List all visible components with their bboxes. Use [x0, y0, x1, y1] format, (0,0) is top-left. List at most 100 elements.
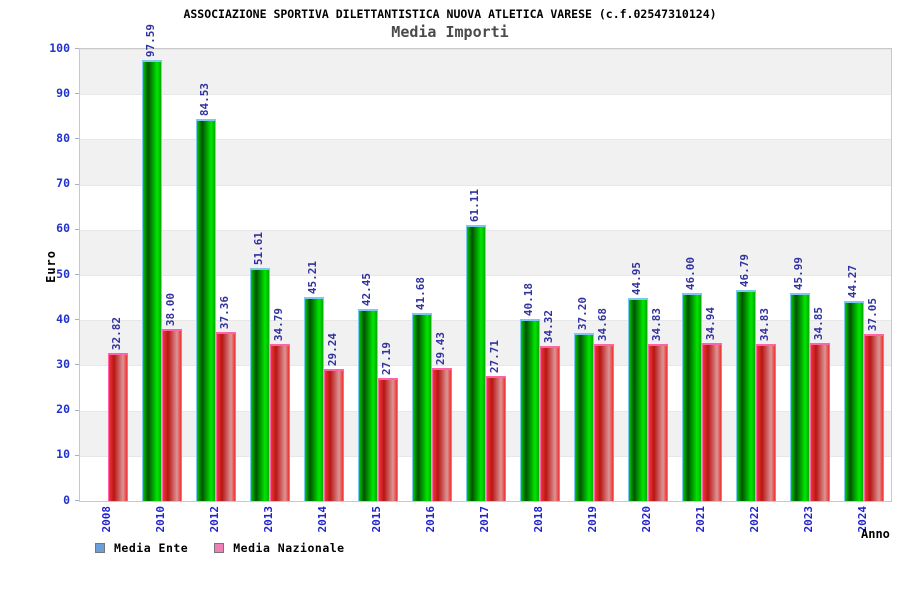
x-tick-label: 2022 [747, 506, 761, 533]
bar-value-label: 37.36 [217, 295, 231, 329]
x-tick-label: 2020 [639, 506, 653, 533]
bar-media-ente [411, 313, 432, 501]
x-tick-label: 2017 [477, 506, 491, 533]
bar-media-nazionale [323, 369, 344, 501]
y-axis-tick [75, 454, 79, 456]
x-axis-label: Anno [861, 527, 890, 541]
gridline [80, 49, 891, 50]
gridline [80, 139, 891, 141]
y-tick-label: 90 [56, 85, 70, 100]
y-axis-tick [75, 228, 79, 230]
x-tick-label: 2019 [585, 506, 599, 533]
bar-media-ente [843, 301, 864, 501]
bar-value-label: 34.83 [757, 307, 771, 341]
bar-media-nazionale [755, 344, 776, 501]
bar-value-label: 34.94 [703, 306, 717, 340]
bar-value-label: 34.32 [541, 309, 555, 343]
x-tick-label: 2013 [261, 506, 275, 533]
y-axis-tick [75, 183, 79, 185]
legend-swatch-media-nazionale-icon [214, 543, 225, 553]
bar-value-label: 34.68 [595, 307, 609, 341]
bar-media-nazionale [647, 344, 668, 501]
legend-swatch-media-ente-icon [95, 543, 105, 553]
plot-area: 32.82 97.59 38.00 84.53 37.36 51.61 34.79 45.21… [79, 24, 892, 502]
y-tick-label: 30 [56, 356, 70, 371]
bar-value-label: 45.99 [791, 256, 805, 290]
y-tick-label: 40 [56, 311, 70, 326]
bar-value-label: 44.27 [845, 264, 859, 298]
bar-value-label: 29.43 [433, 331, 447, 365]
bar-value-label: 45.21 [305, 260, 319, 294]
bar-media-nazionale [431, 368, 452, 501]
bar-media-nazionale [539, 346, 560, 501]
legend: Media Ente Media Nazionale [95, 541, 345, 555]
legend-label-media-nazionale: Media Nazionale [233, 541, 345, 555]
x-tick-label: 2008 [99, 506, 113, 533]
bar-media-ente [735, 290, 756, 501]
y-tick-label: 100 [49, 40, 70, 55]
y-tick-label: 10 [56, 447, 70, 462]
bar-value-label: 29.24 [325, 332, 339, 366]
bar-value-label: 42.45 [359, 272, 373, 306]
bar-value-label: 40.18 [521, 282, 535, 316]
bar-value-label: 34.83 [649, 307, 663, 341]
bar-value-label: 97.59 [143, 23, 157, 57]
chart-subtitle: Media Importi [391, 23, 509, 41]
bar-value-label: 27.19 [379, 341, 393, 375]
y-tick-label: 60 [56, 221, 70, 236]
y-tick-label: 80 [56, 130, 70, 145]
y-axis-tick [75, 93, 79, 95]
bar-media-ente [573, 333, 594, 501]
bar-value-label: 34.85 [811, 306, 825, 340]
bar-value-label: 27.71 [487, 339, 501, 373]
y-tick-label: 20 [56, 402, 70, 417]
y-axis-tick [75, 274, 79, 275]
bar-media-nazionale [269, 344, 290, 501]
bar-value-label: 46.79 [737, 253, 751, 287]
bar-value-label: 84.53 [197, 82, 211, 116]
y-axis-tick [75, 409, 79, 411]
y-axis-tick [75, 500, 79, 501]
x-tick-label: 2012 [207, 506, 221, 533]
bar-value-label: 61.11 [467, 188, 481, 222]
x-tick-label: 2015 [369, 506, 383, 533]
bar-media-ente [519, 319, 540, 501]
y-axis-tick [75, 48, 79, 49]
bar-media-ente [195, 119, 216, 501]
bar-media-ente [249, 268, 270, 501]
bar-value-label: 32.82 [109, 316, 123, 350]
chart-title: ASSOCIAZIONE SPORTIVA DILETTANTISTICA NU… [183, 7, 717, 21]
bar-media-ente [303, 297, 324, 501]
bar-media-nazionale [215, 332, 236, 501]
bar-media-ente [681, 293, 702, 501]
bar-value-label: 37.20 [575, 296, 589, 330]
bar-media-nazionale [593, 344, 614, 501]
bar-value-label: 37.05 [865, 297, 879, 331]
bar-value-label: 38.00 [163, 292, 177, 326]
x-tick-label: 2021 [693, 506, 707, 533]
legend-label-media-ente: Media Ente [114, 541, 189, 555]
x-tick-label: 2023 [801, 506, 815, 533]
x-tick-label: 2018 [531, 506, 545, 533]
bar-media-ente [141, 60, 162, 501]
bar-value-label: 46.00 [683, 256, 697, 290]
y-tick-label: 70 [56, 176, 70, 191]
bar-media-nazionale [485, 376, 506, 501]
bar-media-nazionale [809, 343, 830, 501]
y-tick-label: 0 [63, 492, 70, 507]
y-axis-tick [75, 138, 79, 140]
x-tick-label: 2014 [315, 506, 329, 533]
x-tick-label: 2016 [423, 506, 437, 533]
legend-item-media-nazionale: Media Nazionale [214, 541, 344, 555]
gridline [80, 184, 891, 186]
bar-media-nazionale [377, 378, 398, 501]
bar-media-nazionale [107, 353, 128, 501]
bar-media-nazionale [701, 343, 722, 501]
bar-media-ente [789, 293, 810, 501]
legend-item-media-ente: Media Ente [95, 541, 188, 555]
bar-media-ente [465, 225, 486, 501]
bar-media-ente [627, 298, 648, 501]
bar-value-label: 34.79 [271, 307, 285, 341]
bar-media-nazionale [863, 334, 884, 501]
